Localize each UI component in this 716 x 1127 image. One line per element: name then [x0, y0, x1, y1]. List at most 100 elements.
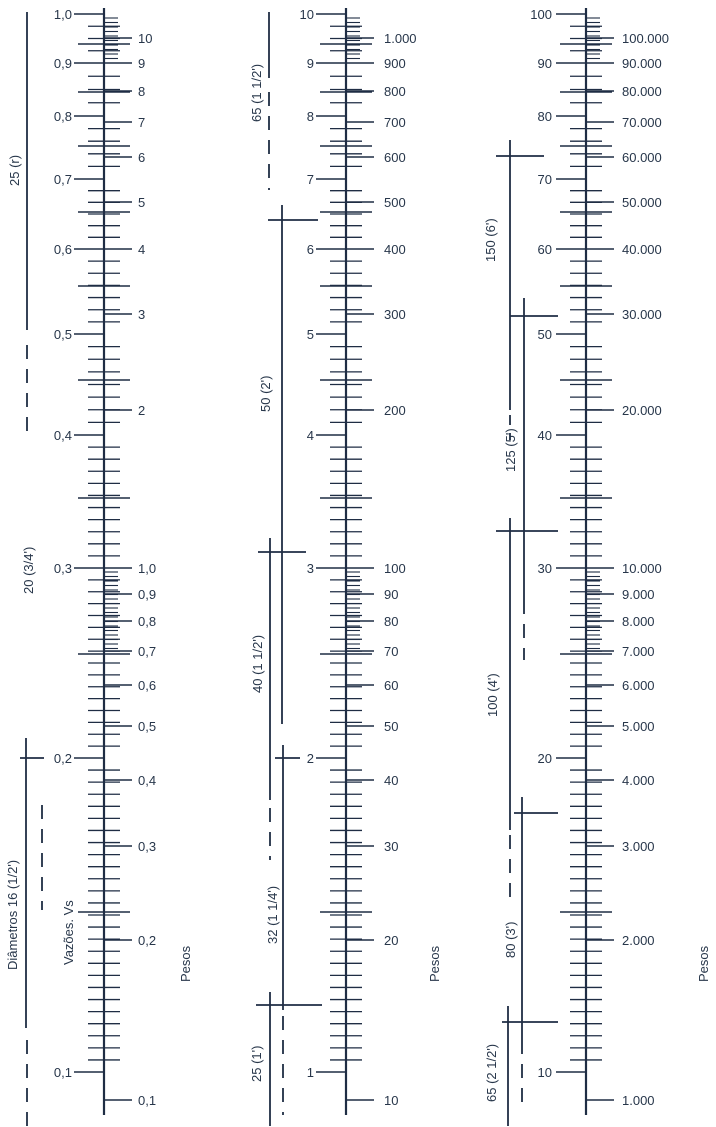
weight-label: 30.000 [622, 307, 662, 322]
weight-label: 0,2 [138, 933, 156, 948]
weight-label: 0,4 [138, 773, 156, 788]
weight-label: 0,7 [138, 644, 156, 659]
weight-label: 4.000 [622, 773, 655, 788]
diameter-ranges [20, 12, 558, 1126]
diameter-label-25: 25 (1') [249, 1046, 264, 1082]
flow-label-20: 20 [538, 751, 552, 766]
weight-label: 3.000 [622, 839, 655, 854]
flow-label-0-6: 0,6 [54, 242, 72, 257]
weight-label: 90 [384, 587, 398, 602]
diameter-label-20: 20 (3/4') [21, 547, 36, 594]
flow-axis-label: Vazões. Vs [61, 900, 76, 965]
flow-label-0-3: 0,3 [54, 561, 72, 576]
flow-label-2: 2 [307, 751, 314, 766]
weight-label: 50 [384, 719, 398, 734]
weight-label: 9 [138, 56, 145, 71]
weight-label: 200 [384, 403, 406, 418]
weight-label: 8.000 [622, 614, 655, 629]
weight-label: 40 [384, 773, 398, 788]
weight-label: 900 [384, 56, 406, 71]
flow-label-0-2: 0,2 [54, 751, 72, 766]
weight-label: 20 [384, 933, 398, 948]
flow-label-1: 1 [307, 1065, 314, 1080]
weight-label: 0,1 [138, 1093, 156, 1108]
weight-label: 5.000 [622, 719, 655, 734]
weight-label: 2.000 [622, 933, 655, 948]
weight-label: 100 [384, 561, 406, 576]
weight-label: 1.000 [622, 1093, 655, 1108]
flow-label-9: 9 [307, 56, 314, 71]
flow-label-30: 30 [538, 561, 552, 576]
scale-1-flow-labels: 1,0 0,9 0,8 0,7 0,6 0,5 0,4 0,3 0,2 0,1 [54, 7, 72, 1080]
flow-label-0-1: 0,1 [54, 1065, 72, 1080]
diameter-label-150: 150 (6') [483, 218, 498, 262]
scale-3-weight-labels: 100.000 90.000 80.000 70.000 60.000 50.0… [622, 31, 669, 1108]
flow-label-60: 60 [538, 242, 552, 257]
diameter-label-65-2-1-2: 65 (2 1/2') [484, 1044, 499, 1102]
scale-1-weight-labels: 10 9 8 7 6 5 4 3 2 1,0 0,9 0,8 0,7 0,6 0… [138, 31, 156, 1108]
diameter-labels: 25 (r) 20 (3/4') 65 (1 1/2') 50 (2') 40 … [7, 64, 518, 1102]
weight-label: 600 [384, 150, 406, 165]
weight-label: 0,3 [138, 839, 156, 854]
weight-label: 6 [138, 150, 145, 165]
flow-label-6: 6 [307, 242, 314, 257]
weight-label: 90.000 [622, 56, 662, 71]
weight-label: 40.000 [622, 242, 662, 257]
scale-2-weight-labels: 1.000 900 800 700 600 500 400 300 200 10… [384, 31, 417, 1108]
weight-label: 10.000 [622, 561, 662, 576]
diameter-label-40: 40 (1 1/2') [250, 635, 265, 693]
flow-label-7: 7 [307, 172, 314, 187]
weight-label: 7.000 [622, 644, 655, 659]
flow-label-70: 70 [538, 172, 552, 187]
weight-label: 5 [138, 195, 145, 210]
weight-label: 1.000 [384, 31, 417, 46]
flow-label-3: 3 [307, 561, 314, 576]
flow-label-0-5: 0,5 [54, 327, 72, 342]
flow-label-4: 4 [307, 428, 314, 443]
weight-label: 80 [384, 614, 398, 629]
scale-ticks [74, 8, 614, 1115]
diameter-label-32: 32 (1 1/4') [265, 886, 280, 944]
weight-label: 2 [138, 403, 145, 418]
flow-label-8: 8 [307, 109, 314, 124]
weights-axis-label-1: Pesos [178, 945, 193, 982]
diameters-axis-label: Diâmetros 16 (1/2') [5, 860, 20, 970]
flow-label-50: 50 [538, 327, 552, 342]
flow-label-0-7: 0,7 [54, 172, 72, 187]
weight-label: 30 [384, 839, 398, 854]
weights-axis-label-3: Pesos [696, 945, 711, 982]
flow-label-10: 10 [538, 1065, 552, 1080]
weight-label: 100.000 [622, 31, 669, 46]
weight-label: 500 [384, 195, 406, 210]
flow-label-90: 90 [538, 56, 552, 71]
diameter-label-80: 80 (3') [503, 922, 518, 958]
flow-label-0-8: 0,8 [54, 109, 72, 124]
weight-label: 0,8 [138, 614, 156, 629]
flow-label-5: 5 [307, 327, 314, 342]
weight-label: 800 [384, 84, 406, 99]
diameter-label-50: 50 (2') [258, 376, 273, 412]
weight-label: 6.000 [622, 678, 655, 693]
flow-label-0-4: 0,4 [54, 428, 72, 443]
diameter-label-125: 125 (5') [503, 428, 518, 472]
weight-label: 700 [384, 115, 406, 130]
scale-2-flow-labels: 10 9 8 7 6 5 4 3 2 1 [300, 7, 314, 1080]
diameter-label-65-1-1-2: 65 (1 1/2') [249, 64, 264, 122]
weight-label: 3 [138, 307, 145, 322]
weight-label: 70.000 [622, 115, 662, 130]
weight-label: 7 [138, 115, 145, 130]
weight-label: 9.000 [622, 587, 655, 602]
weight-label: 50.000 [622, 195, 662, 210]
weight-label: 70 [384, 644, 398, 659]
flow-label-10: 10 [300, 7, 314, 22]
scale-3-flow-labels: 100 90 80 70 60 50 40 30 20 10 [530, 7, 552, 1080]
weight-label: 8 [138, 84, 145, 99]
weight-label: 80.000 [622, 84, 662, 99]
flow-label-80: 80 [538, 109, 552, 124]
flow-label-0-9: 0,9 [54, 56, 72, 71]
weight-label: 0,9 [138, 587, 156, 602]
weight-label: 60 [384, 678, 398, 693]
diameter-label-25r: 25 (r) [7, 155, 22, 186]
weight-label: 400 [384, 242, 406, 257]
